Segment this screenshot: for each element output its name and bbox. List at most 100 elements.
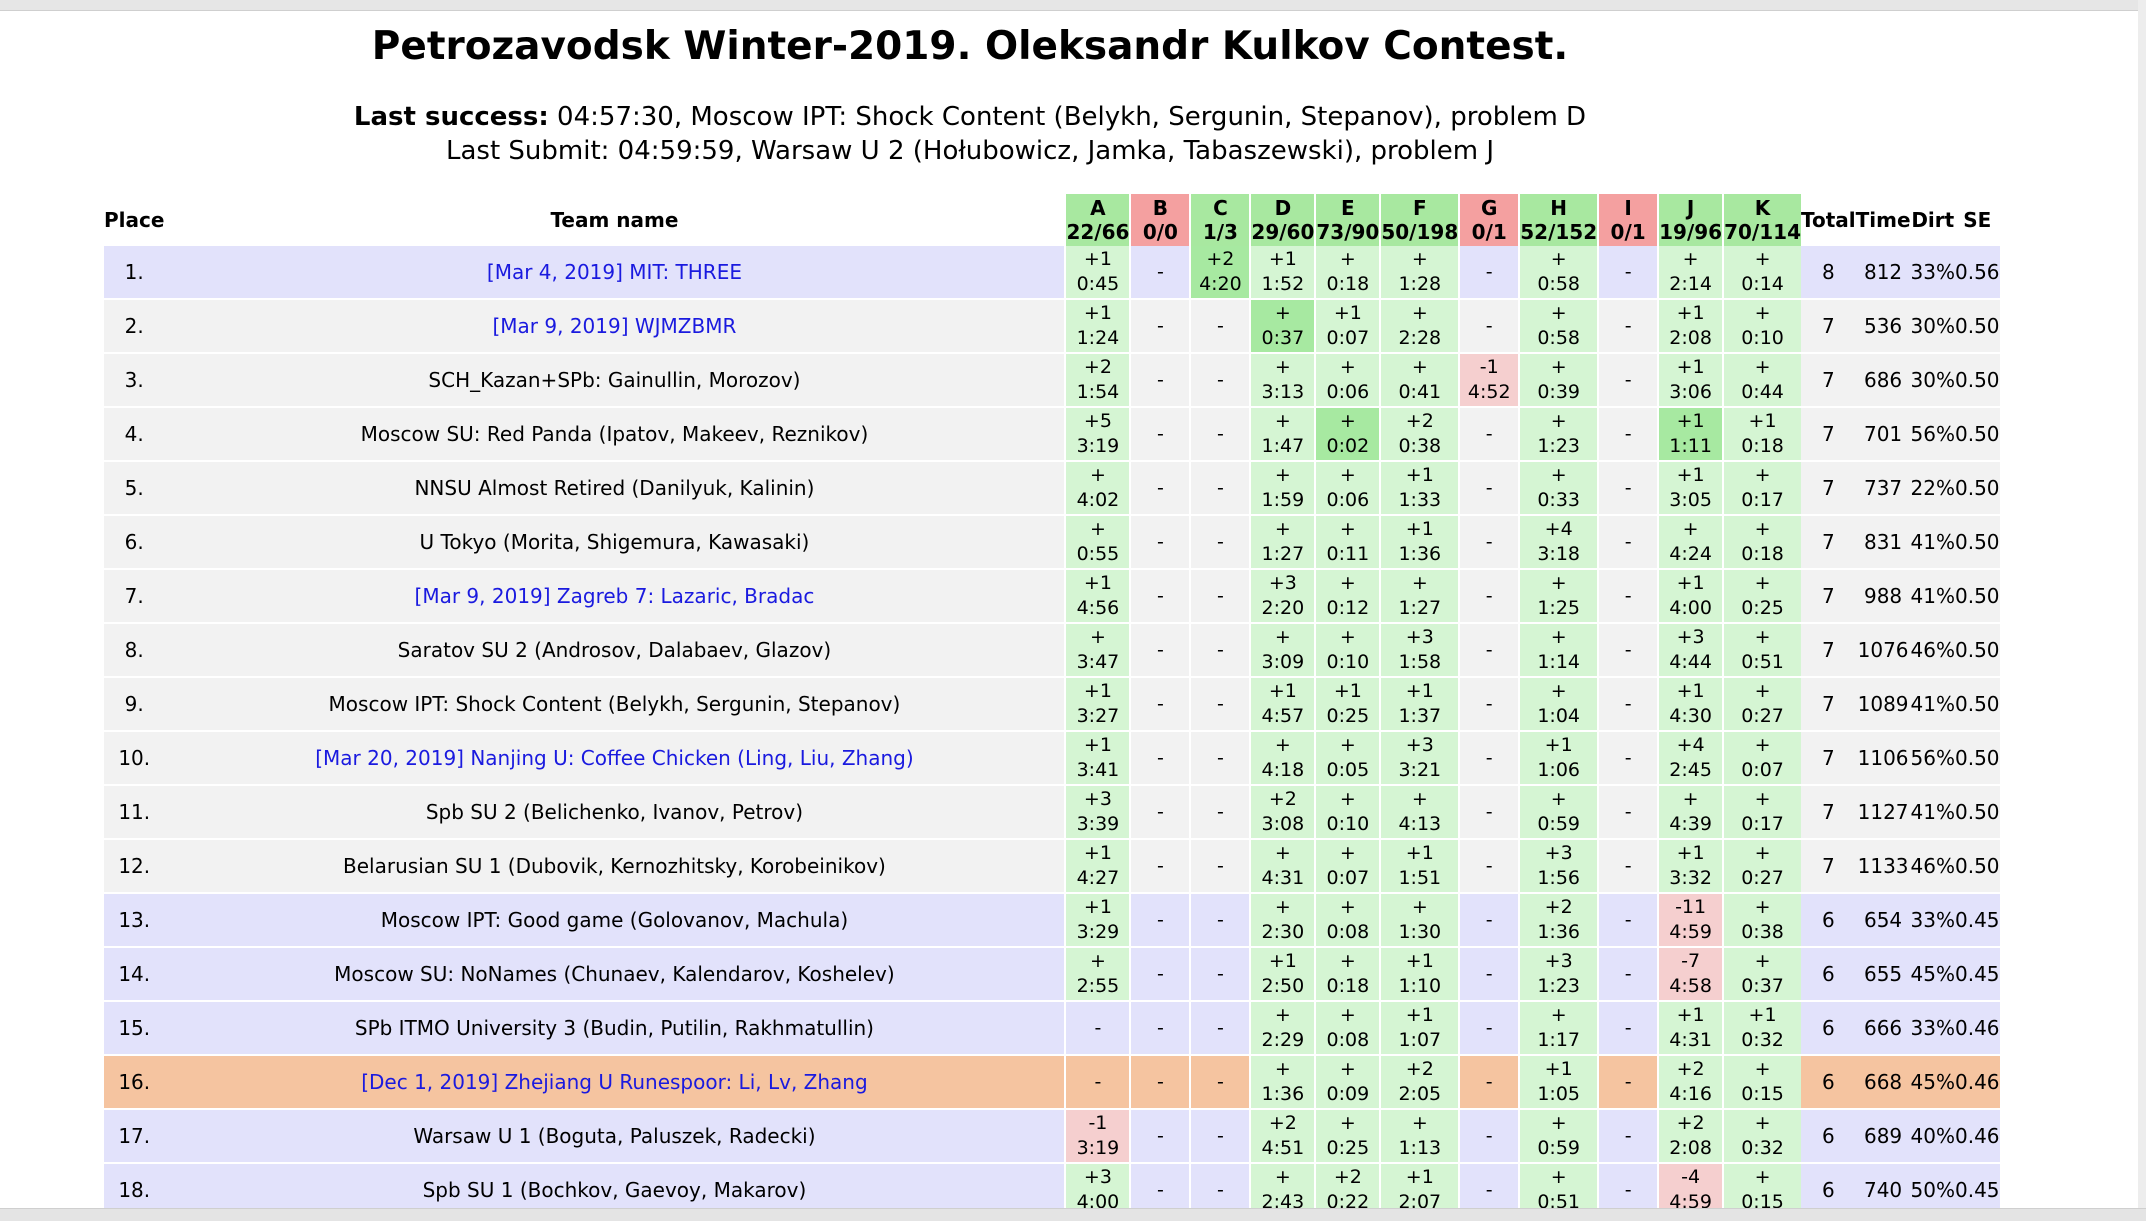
solve-time: 1:54 <box>1076 381 1120 403</box>
problem-header-i[interactable]: I 0/1 <box>1597 194 1658 246</box>
problem-header-e[interactable]: E 73/90 <box>1314 194 1380 246</box>
attempts: + <box>1274 464 1291 486</box>
solve-time: 0:44 <box>1741 381 1784 403</box>
attempts: - <box>1624 746 1632 769</box>
problem-letter: K <box>1754 196 1771 220</box>
problem-header-a[interactable]: A 22/66 <box>1064 194 1130 246</box>
dirt-cell: 33% <box>1910 894 1955 948</box>
dirt-cell: 50% <box>1910 1164 1955 1208</box>
solve-time: 0:55 <box>1076 543 1120 565</box>
attempts: +2 <box>1206 248 1235 270</box>
attempts: +1 <box>1405 464 1434 486</box>
attempts: + <box>1274 626 1291 648</box>
problem-header-c[interactable]: C 1/3 <box>1189 194 1250 246</box>
se-cell: 0.46 <box>1954 1056 2000 1110</box>
result-cell-f: +1 2:07 <box>1379 1164 1459 1208</box>
solve-time: 2:45 <box>1669 759 1712 781</box>
problem-header-h[interactable]: H 52/152 <box>1518 194 1598 246</box>
result-cell-b: - <box>1129 1110 1190 1164</box>
solve-time: 1:23 <box>1537 435 1581 457</box>
result-cell-j: -4 4:59 <box>1657 1164 1723 1208</box>
result-cell-g: - <box>1458 624 1519 678</box>
result-cell-i: - <box>1597 786 1658 840</box>
result-cell-j: -7 4:58 <box>1657 948 1723 1002</box>
attempts: - <box>1485 1016 1493 1039</box>
team-cell[interactable]: [Mar 4, 2019] MIT: THREE <box>164 246 1065 300</box>
attempts: - <box>1485 854 1493 877</box>
table-row: 11. Spb SU 2 (Belichenko, Ivanov, Petrov)… <box>104 786 2000 840</box>
result-cell-k: +0:25 <box>1722 570 1801 624</box>
attempts: +1 <box>1083 302 1112 324</box>
result-cell-b: - <box>1129 678 1190 732</box>
attempts: - <box>1156 800 1164 823</box>
attempts: - <box>1624 1070 1632 1093</box>
attempts: +3 <box>1544 842 1573 864</box>
scrollbar-track[interactable] <box>2138 0 2146 1220</box>
time-cell: 1106 <box>1855 732 1911 786</box>
problem-header-k[interactable]: K 70/114 <box>1722 194 1801 246</box>
result-cell-f: +1 1:51 <box>1379 840 1459 894</box>
team-link[interactable]: [Mar 20, 2019] Nanjing U: Coffee Chicken… <box>315 746 914 770</box>
attempts: + <box>1754 842 1771 864</box>
attempts: + <box>1274 1166 1291 1188</box>
result-cell-d: +1:47 <box>1249 408 1315 462</box>
table-row: 15. SPb ITMO University 3 (Budin, Putilin… <box>104 1002 2000 1056</box>
table-row: 18. Spb SU 1 (Bochkov, Gaevoy, Makarov) +3… <box>104 1164 2000 1208</box>
attempts: -4 <box>1681 1166 1701 1188</box>
problem-stat: 70/114 <box>1724 220 1801 244</box>
time-cell: 701 <box>1855 408 1911 462</box>
problem-header-b[interactable]: B 0/0 <box>1129 194 1190 246</box>
problem-header-f[interactable]: F 50/198 <box>1379 194 1459 246</box>
solve-time: 3:21 <box>1398 759 1442 781</box>
team-link[interactable]: [Dec 1, 2019] Zhejiang U Runespoor: Li, … <box>361 1070 868 1094</box>
team-cell[interactable]: [Dec 1, 2019] Zhejiang U Runespoor: Li, … <box>164 1056 1065 1110</box>
attempts: -7 <box>1681 950 1701 972</box>
table-row: 8. Saratov SU 2 (Androsov, Dalabaev, Glaz… <box>104 624 2000 678</box>
solve-time: 2:05 <box>1398 1083 1442 1105</box>
result-cell-j: +2:14 <box>1657 246 1723 300</box>
horizontal-scrollbar[interactable] <box>0 1208 2146 1221</box>
place-header: Place <box>104 208 165 232</box>
team-cell[interactable]: [Mar 9, 2019] WJMZBMR <box>164 300 1065 354</box>
attempts: + <box>1274 896 1291 918</box>
attempts: - <box>1624 962 1632 985</box>
dirt-cell: 45% <box>1910 948 1955 1002</box>
result-cell-c: - <box>1189 678 1250 732</box>
problem-header-d[interactable]: D 29/60 <box>1249 194 1315 246</box>
attempts: - <box>1485 530 1493 553</box>
place-cell: 3. <box>104 354 165 408</box>
attempts: + <box>1550 1166 1567 1188</box>
problem-header-j[interactable]: J 19/96 <box>1657 194 1723 246</box>
attempts: +1 <box>1676 1004 1705 1026</box>
result-cell-d: +1:27 <box>1249 516 1315 570</box>
result-cell-a: - <box>1064 1056 1130 1110</box>
problem-header-g[interactable]: G 0/1 <box>1458 194 1519 246</box>
result-cell-c: +2 4:20 <box>1189 246 1250 300</box>
result-cell-g: - <box>1458 570 1519 624</box>
result-cell-e: +0:11 <box>1314 516 1380 570</box>
attempts: + <box>1339 464 1356 486</box>
attempts: +2 <box>1676 1058 1705 1080</box>
result-cell-c: - <box>1189 408 1250 462</box>
se-cell: 0.45 <box>1954 894 2000 948</box>
solve-time: 4:00 <box>1076 1191 1120 1208</box>
dirt-cell: 33% <box>1910 246 1955 300</box>
team-link[interactable]: [Mar 4, 2019] MIT: THREE <box>486 260 742 284</box>
solve-time: 1:58 <box>1398 651 1442 673</box>
result-cell-b: - <box>1129 948 1190 1002</box>
attempts: - <box>1156 368 1164 391</box>
result-cell-k: +0:27 <box>1722 840 1801 894</box>
team-link[interactable]: [Mar 9, 2019] Zagreb 7: Lazaric, Bradac <box>414 584 815 608</box>
solve-time: 4:16 <box>1669 1083 1712 1105</box>
result-cell-e: +0:07 <box>1314 840 1380 894</box>
solve-time: 4:18 <box>1261 759 1305 781</box>
result-cell-a: +1 3:27 <box>1064 678 1130 732</box>
solve-time: 3:09 <box>1261 651 1305 673</box>
result-cell-a: +4:02 <box>1064 462 1130 516</box>
attempts: - <box>1216 1016 1224 1039</box>
team-cell[interactable]: [Mar 9, 2019] Zagreb 7: Lazaric, Bradac <box>164 570 1065 624</box>
result-cell-b: - <box>1129 354 1190 408</box>
team-cell[interactable]: [Mar 20, 2019] Nanjing U: Coffee Chicken… <box>164 732 1065 786</box>
team-link[interactable]: [Mar 9, 2019] WJMZBMR <box>492 314 737 338</box>
result-cell-k: +0:18 <box>1722 516 1801 570</box>
